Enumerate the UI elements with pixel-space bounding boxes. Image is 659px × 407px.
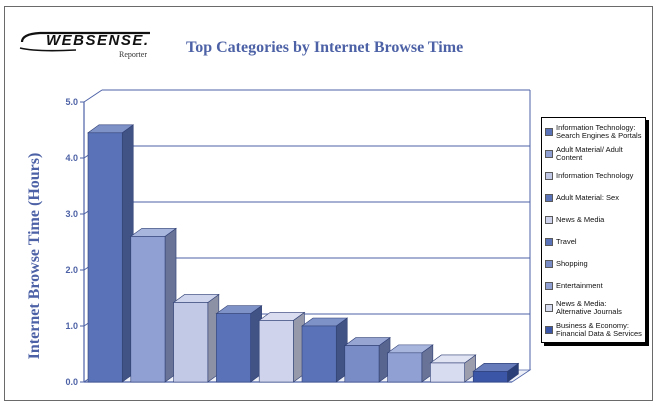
legend-label: Entertainment xyxy=(556,281,603,290)
legend-swatch xyxy=(545,128,553,136)
legend-label: Travel xyxy=(556,237,577,246)
y-tick-label: 4.0 xyxy=(65,153,78,163)
bar xyxy=(215,305,263,383)
legend-swatch xyxy=(545,304,553,312)
legend-label: Information Technology: Search Engines &… xyxy=(556,123,642,140)
bar xyxy=(87,124,135,383)
legend-label: News & Media: Alternative Journals xyxy=(556,299,622,316)
y-tick-label: 0.0 xyxy=(65,377,78,387)
logo-swoosh-icon xyxy=(19,31,150,52)
bar-front xyxy=(258,320,294,383)
legend-item: News & Media: Alternative Journals xyxy=(545,297,643,319)
logo-wordmark: WEBSENSE. xyxy=(46,32,150,49)
legend-item: Information Technology xyxy=(545,165,643,187)
bar-front xyxy=(387,352,423,383)
legend: Information Technology: Search Engines &… xyxy=(541,117,646,343)
bar xyxy=(386,344,434,383)
legend-item: Adult Material/ Adult Content xyxy=(545,143,643,165)
bar-front xyxy=(472,371,508,383)
legend-label: Shopping xyxy=(556,259,588,268)
bar xyxy=(429,354,477,383)
websense-logo: WEBSENSE. Reporter xyxy=(16,24,166,64)
legend-label: News & Media xyxy=(556,215,605,224)
legend-label: Business & Economy: Financial Data & Ser… xyxy=(556,321,642,338)
bar-front xyxy=(87,132,123,383)
y-tick-label: 5.0 xyxy=(65,97,78,107)
bar xyxy=(301,317,349,383)
grid-diagonal xyxy=(83,89,103,103)
legend-item: Travel xyxy=(545,231,643,253)
bar-front xyxy=(301,325,337,383)
legend-item: News & Media xyxy=(545,209,643,231)
legend-item: Adult Material: Sex xyxy=(545,187,643,209)
bar xyxy=(258,311,306,383)
bar xyxy=(129,227,177,383)
legend-item: Information Technology: Search Engines &… xyxy=(545,121,643,143)
bar-front xyxy=(130,236,166,383)
bar xyxy=(172,293,220,383)
legend-swatch xyxy=(545,238,553,246)
logo-subtitle: Reporter xyxy=(119,50,147,59)
bar-front xyxy=(216,313,251,383)
bar-front xyxy=(344,345,380,383)
y-tick-label: 2.0 xyxy=(65,265,78,275)
legend-item: Shopping xyxy=(545,253,643,275)
bar xyxy=(343,337,391,383)
legend-label: Adult Material: Sex xyxy=(556,193,619,202)
y-tick-label: 1.0 xyxy=(65,321,78,331)
legend-swatch xyxy=(545,216,553,224)
bar-front xyxy=(173,302,209,383)
legend-swatch xyxy=(545,260,553,268)
legend-label: Information Technology xyxy=(556,171,634,180)
legend-swatch xyxy=(545,282,553,290)
legend-label: Adult Material/ Adult Content xyxy=(556,145,623,162)
bar-front xyxy=(430,362,465,383)
legend-item: Business & Economy: Financial Data & Ser… xyxy=(545,319,643,341)
legend-swatch xyxy=(545,150,553,158)
legend-item: Entertainment xyxy=(545,275,643,297)
chart-title: Top Categories by Internet Browse Time xyxy=(186,39,464,56)
y-tick-label: 3.0 xyxy=(65,209,78,219)
legend-swatch xyxy=(545,194,553,202)
bar xyxy=(472,362,520,383)
legend-swatch xyxy=(545,326,553,334)
legend-swatch xyxy=(545,172,553,180)
